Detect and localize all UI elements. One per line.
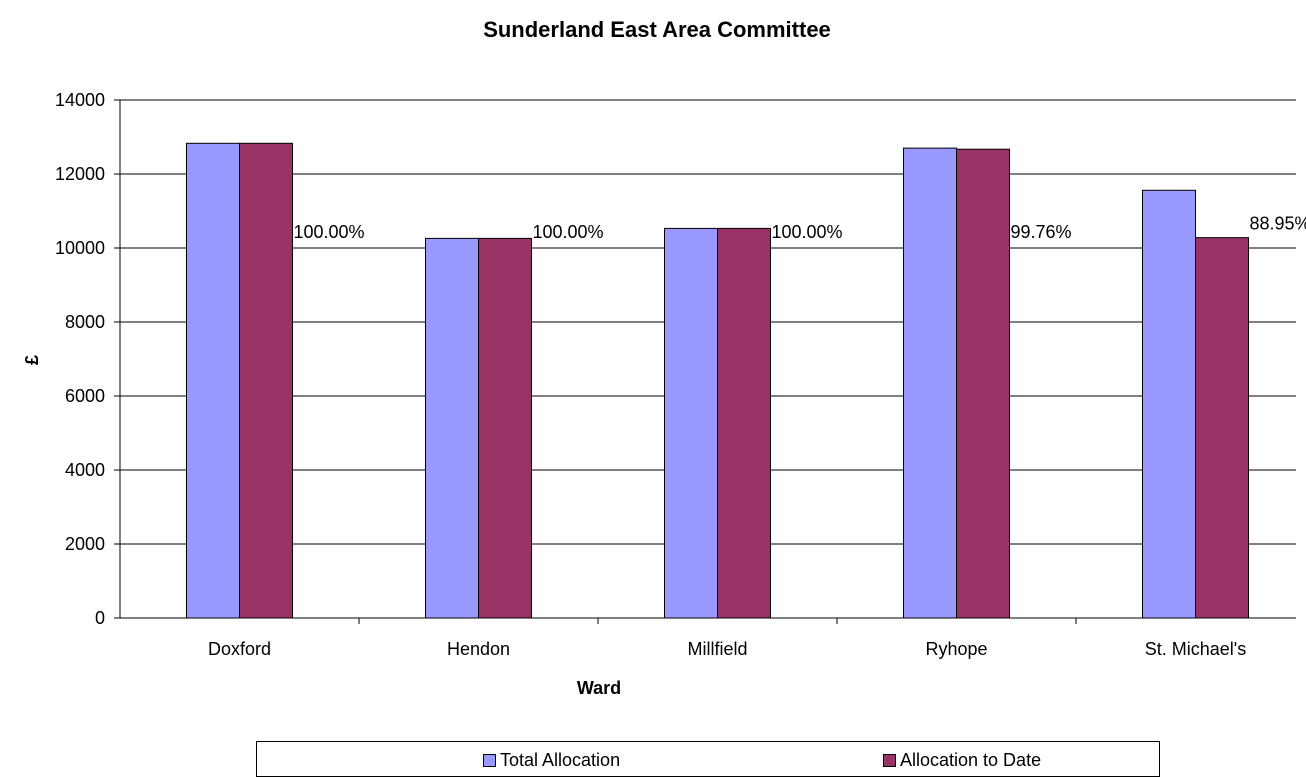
y-tick-label: 2000 (65, 534, 105, 554)
data-label: 100.00% (772, 222, 843, 242)
data-label: 99.76% (1011, 222, 1072, 242)
x-tick-label: Hendon (447, 639, 510, 659)
y-tick-label: 4000 (65, 460, 105, 480)
bar-total-allocation (186, 142, 240, 619)
data-label: 100.00% (533, 222, 604, 242)
legend-item-total-allocation: Total Allocation (483, 750, 620, 771)
axes: 0 2000 4000 6000 8000 10000 12000 14000 Doxford H… (55, 90, 1276, 659)
bar-allocation-to-date (1195, 237, 1249, 619)
bar-total-allocation (1142, 189, 1196, 619)
y-tick-label: 8000 (65, 312, 105, 332)
y-tick-label: 0 (95, 608, 105, 628)
x-axis-title: Ward (577, 678, 621, 698)
y-axis-title: £ (22, 355, 42, 365)
legend-swatch-total-allocation (483, 754, 496, 767)
x-tick-label: St. Michael's (1145, 639, 1246, 659)
y-tick-label: 14000 (55, 90, 105, 110)
bar-allocation-to-date (478, 237, 532, 619)
bar-total-allocation (664, 227, 718, 619)
x-tick-label: Doxford (208, 639, 271, 659)
legend: Total Allocation Allocation to Date (256, 741, 1160, 777)
legend-label-allocation-to-date: Allocation to Date (900, 750, 1042, 770)
bar-allocation-to-date (717, 227, 771, 619)
x-tick-label: Ryhope (925, 639, 987, 659)
data-labels: 100.00% 100.00% 100.00% 99.76% 88.95% (294, 214, 1306, 242)
chart-title: Sunderland East Area Committee (483, 17, 831, 42)
x-tick-label: Millfield (687, 639, 747, 659)
data-label: 88.95% (1250, 214, 1306, 234)
y-tick-label: 6000 (65, 386, 105, 406)
legend-swatch-allocation-to-date (883, 754, 896, 767)
legend-label-total-allocation: Total Allocation (500, 750, 621, 770)
bar-group (186, 142, 1249, 619)
data-label: 100.00% (294, 222, 365, 242)
bar-total-allocation (903, 147, 957, 619)
bar-allocation-to-date (956, 148, 1010, 619)
legend-item-allocation-to-date: Allocation to Date (883, 750, 1041, 771)
y-tick-label: 12000 (55, 164, 105, 184)
bar-allocation-to-date (239, 142, 293, 619)
bar-total-allocation (425, 237, 479, 619)
y-tick-label: 10000 (55, 238, 105, 258)
